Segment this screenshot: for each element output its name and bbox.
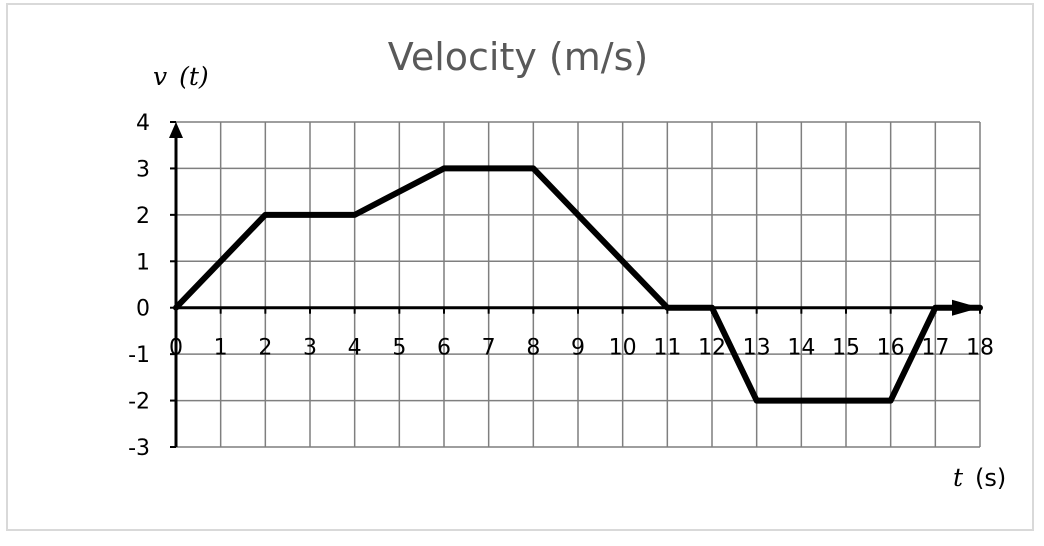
x-tick-label-2: 2 bbox=[258, 336, 272, 361]
series-vertex-13 bbox=[754, 398, 760, 404]
x-tick-labels: 0 1 2 3 4 5 6 7 8 9 10 11 12 13 14 15 16 17 18 bbox=[169, 336, 994, 361]
series-vertex-16 bbox=[888, 398, 894, 404]
series-vertex-17 bbox=[932, 305, 938, 311]
series-vertex-11 bbox=[664, 305, 670, 311]
y-axis-argument: (t) bbox=[179, 62, 209, 91]
x-tick-label-6: 6 bbox=[437, 336, 451, 361]
x-tick-label-16: 16 bbox=[877, 336, 905, 361]
series-vertex-18 bbox=[977, 305, 983, 311]
y-tick-label--2: -2 bbox=[128, 390, 150, 415]
x-tick-label-15: 15 bbox=[832, 336, 860, 361]
series-vertex-6 bbox=[441, 165, 447, 171]
x-tick-label-17: 17 bbox=[921, 336, 949, 361]
x-tick-label-14: 14 bbox=[787, 336, 815, 361]
x-tick-label-9: 9 bbox=[571, 336, 585, 361]
y-tick-label-0: 0 bbox=[136, 297, 150, 322]
y-tick-label-3: 3 bbox=[136, 157, 150, 182]
y-axis-arrow bbox=[169, 122, 183, 138]
series-vertex-0 bbox=[173, 305, 179, 311]
x-tick-label-3: 3 bbox=[303, 336, 317, 361]
x-tick-label-18: 18 bbox=[966, 336, 994, 361]
velocity-series bbox=[173, 165, 983, 404]
y-tick-label-4: 4 bbox=[136, 111, 150, 136]
x-tick-label-7: 7 bbox=[482, 336, 496, 361]
y-tick-label-1: 1 bbox=[136, 250, 150, 275]
y-tick-label--3: -3 bbox=[128, 436, 150, 461]
y-tick-label--1: -1 bbox=[128, 343, 150, 368]
x-tick-label-5: 5 bbox=[392, 336, 406, 361]
x-tick-label-4: 4 bbox=[348, 336, 362, 361]
x-tick-label-8: 8 bbox=[526, 336, 540, 361]
chart-title: Velocity (m/s) bbox=[388, 35, 648, 79]
y-axis-variable: v bbox=[153, 62, 167, 91]
x-axis-label: t (s) bbox=[953, 463, 1006, 492]
y-tick-labels: 4 3 2 1 0 -1 -2 -3 bbox=[128, 111, 150, 461]
series-vertex-8 bbox=[530, 165, 536, 171]
series-vertex-2 bbox=[262, 212, 268, 218]
x-axis-unit: (s) bbox=[975, 464, 1006, 492]
x-axis-variable: t bbox=[953, 463, 964, 492]
y-axis-label: v (t) bbox=[153, 62, 209, 91]
y-tick-label-2: 2 bbox=[136, 204, 150, 229]
x-tick-label-12: 12 bbox=[698, 336, 726, 361]
x-tick-label-13: 13 bbox=[743, 336, 771, 361]
series-vertex-12 bbox=[709, 305, 715, 311]
x-tick-label-0: 0 bbox=[169, 336, 183, 361]
x-tick-label-1: 1 bbox=[214, 336, 228, 361]
x-tick-label-11: 11 bbox=[653, 336, 681, 361]
x-tick-label-10: 10 bbox=[609, 336, 637, 361]
series-vertex-4 bbox=[352, 212, 358, 218]
